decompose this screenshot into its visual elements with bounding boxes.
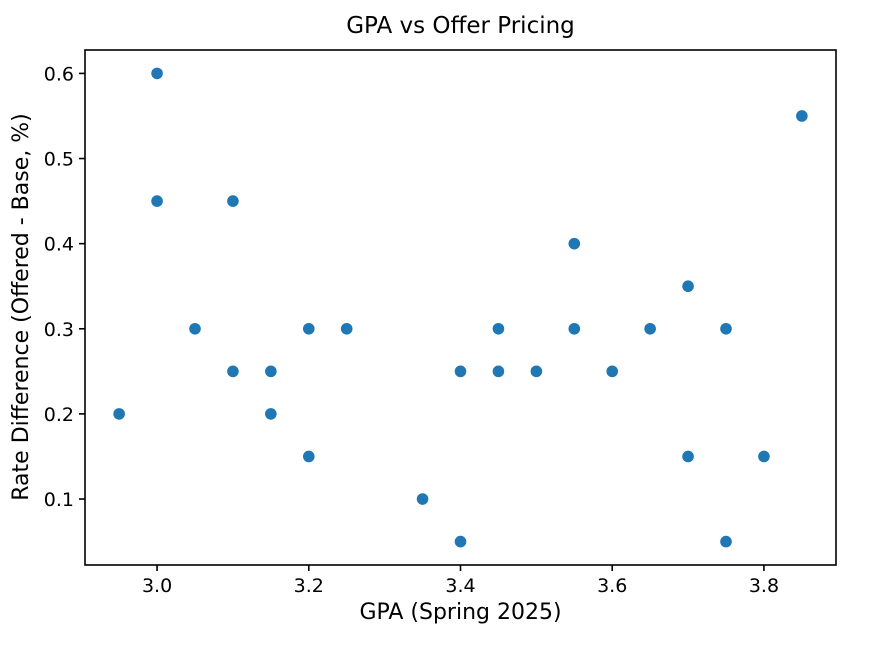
scatter-point xyxy=(454,365,467,378)
scatter-point xyxy=(454,535,467,548)
x-axis-label: GPA (Spring 2025) xyxy=(359,600,562,625)
scatter-point xyxy=(492,322,505,335)
scatter-point xyxy=(302,450,315,463)
scatter-point xyxy=(568,237,581,250)
scatter-point xyxy=(682,280,694,293)
scatter-point xyxy=(720,535,732,548)
scatter-point xyxy=(682,450,694,463)
scatter-point xyxy=(227,365,239,378)
scatter-point xyxy=(151,195,163,207)
y-tick-label: 0.1 xyxy=(44,489,74,511)
y-tick-label: 0.4 xyxy=(44,234,74,256)
y-tick-label: 0.3 xyxy=(44,319,74,341)
scatter-point xyxy=(416,493,429,505)
y-tick-label: 0.2 xyxy=(44,404,74,426)
scatter-point xyxy=(796,110,808,122)
x-tick-label: 3.2 xyxy=(294,575,324,597)
scatter-point xyxy=(644,322,656,335)
scatter-point xyxy=(265,408,277,420)
y-tick-label: 0.6 xyxy=(44,63,74,85)
scatter-point xyxy=(302,322,315,335)
scatter-point xyxy=(151,67,163,80)
y-tick-label: 0.5 xyxy=(44,149,74,171)
scatter-point xyxy=(530,365,543,378)
x-tick-label: 3.8 xyxy=(749,575,779,597)
x-tick-label: 3.4 xyxy=(445,575,475,597)
scatter-point xyxy=(758,450,770,463)
y-axis-label: Rate Difference (Offered - Base, %) xyxy=(8,113,34,501)
scatter-point xyxy=(492,365,505,378)
scatter-point xyxy=(720,322,732,335)
scatter-point xyxy=(265,365,277,378)
plot-area xyxy=(84,49,837,566)
x-tick-label: 3.6 xyxy=(597,575,627,597)
scatter-point xyxy=(227,195,239,207)
scatter-point xyxy=(606,365,619,378)
x-tick-label: 3.0 xyxy=(142,575,172,597)
chart-title: GPA vs Offer Pricing xyxy=(346,13,575,39)
scatter-point xyxy=(568,322,581,335)
scatter-point xyxy=(189,322,201,335)
scatter-point xyxy=(113,408,125,420)
scatter-point xyxy=(340,322,353,335)
